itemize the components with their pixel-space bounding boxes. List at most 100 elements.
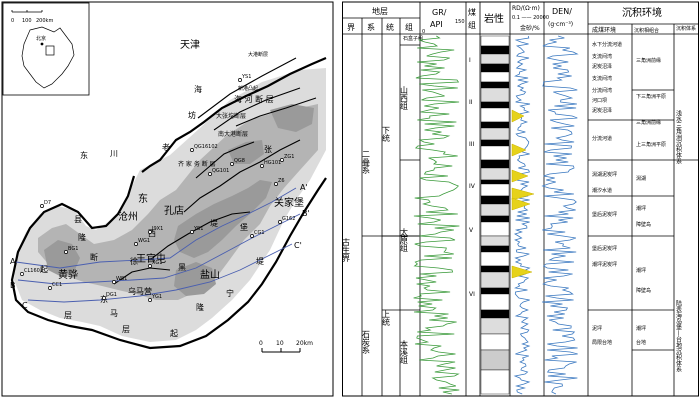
lithology-layer <box>480 317 510 335</box>
well-label: J9X1 <box>151 226 163 232</box>
well-marker <box>230 162 234 166</box>
inset-scale-200: 200km <box>36 18 53 24</box>
lithology-layer <box>480 309 510 319</box>
well-label: BG1 <box>68 246 78 252</box>
column-header: 地层 界 系 统 组 GR/ API 0 150 煤 组 岩性 RD/(Ω·m)… <box>347 5 696 35</box>
den-curve <box>541 35 579 395</box>
label-di-2: 堤 <box>256 256 264 266</box>
rd-peak <box>511 109 525 123</box>
env-system-barrier: 陆表海岛堡—台地沉积体系 <box>675 299 682 372</box>
label-qi-west: 起 <box>40 265 48 274</box>
label-wumaying: 乌马营 <box>128 286 152 296</box>
hdr-rd-range: 0.1 —— 20000 <box>512 15 549 21</box>
hdr-env: 沉积环境 <box>622 6 662 19</box>
lithology-layer <box>480 271 510 289</box>
lithology-layer <box>480 35 510 47</box>
label-tong-upper: 上统 <box>382 310 391 327</box>
well-label: YS1 <box>193 226 203 232</box>
hdr-zu: 组 <box>405 22 413 32</box>
hdr-den-unit: (g·cm⁻³) <box>548 21 573 28</box>
inset-scale-0: 0 <box>11 18 14 24</box>
gr-curve <box>413 35 460 395</box>
well-marker <box>20 272 24 276</box>
section-a: A <box>10 257 16 266</box>
env-coal-6: 泥炭沼泽 <box>592 107 612 114</box>
inset-beijing-dot <box>40 42 44 46</box>
env-facies-0: 三角洲前缘 <box>636 57 661 64</box>
hdr-gr-label: GR/ <box>432 8 447 17</box>
curve-path <box>541 35 579 395</box>
label-xu: 徐 <box>130 256 138 266</box>
lithology-layer <box>480 235 510 247</box>
well-marker <box>148 298 152 302</box>
env-coal-8: 潟湖泥炭坪 <box>592 171 617 178</box>
label-top: 石盒子组 <box>403 35 423 42</box>
well-label: D7 <box>44 200 51 206</box>
rd-peak <box>511 143 527 157</box>
label-lao: 老 <box>162 142 170 152</box>
well-label: G162 <box>282 216 295 222</box>
well-label: CC1 <box>52 282 62 288</box>
hdr-gr-unit: API <box>430 20 443 29</box>
well-label: QG101 <box>212 168 229 174</box>
lithology-layer <box>480 139 510 147</box>
well-marker <box>148 230 152 234</box>
label-xi: 西 <box>148 229 156 238</box>
well-label: WG1 <box>138 238 150 244</box>
env-coal-14: 局限台地 <box>592 339 612 346</box>
fault-boundary-south <box>10 175 327 350</box>
well-marker <box>134 242 138 246</box>
strata-dividers <box>362 44 698 351</box>
env-coal-4: 分流间湾 <box>592 87 612 94</box>
well-label: DG1 <box>106 292 117 298</box>
label-cang: 东 <box>80 150 88 160</box>
strata-labels: 古生界 二叠系 石炭系 下统 上统 山西组 太原组 本溪组 石盒子组 <box>342 35 423 364</box>
env-facies-9: 潮坪 <box>636 325 646 332</box>
lithology-layer <box>480 71 510 83</box>
label-bao: 堡 <box>240 222 248 232</box>
env-coal-10: 堡后泥炭坪 <box>592 211 617 218</box>
lithology-layer <box>480 293 510 311</box>
section-c-prime: C' <box>294 241 302 250</box>
main-scale-bar: 0 10 20km <box>259 340 313 353</box>
env-facies-5: 潮坪 <box>636 205 646 212</box>
coal-group-5: V <box>469 227 474 234</box>
curve-path <box>413 35 460 395</box>
env-coal-11: 堡后泥炭坪 <box>592 245 617 252</box>
curve-path <box>513 35 531 395</box>
label-tong-lower: 下统 <box>382 126 391 143</box>
coal-group-6: VI <box>469 291 475 298</box>
lithology-layer <box>480 287 510 295</box>
label-dong: 东 <box>138 192 148 205</box>
well-marker <box>48 286 52 290</box>
coal-group-1: I <box>469 57 471 64</box>
well-marker <box>40 204 44 208</box>
env-facies-7: 潮坪 <box>636 267 646 274</box>
label-jie: 古生界 <box>342 237 351 263</box>
well-marker <box>260 164 264 168</box>
label-kongdian: 孔店 <box>164 204 184 217</box>
env-coal-0: 水下分流河道 <box>592 41 622 48</box>
lithology-layer <box>480 127 510 141</box>
inset-province-outline <box>21 26 75 89</box>
env-coal-13: 泥坪 <box>592 325 602 332</box>
lithology-layer <box>480 101 510 109</box>
well-label: YS1 <box>241 74 251 80</box>
hdr-den: DEN/ <box>552 7 572 16</box>
header-grid <box>342 2 698 396</box>
lithology-layer <box>480 349 510 371</box>
label-zu-shanxi: 山西组 <box>400 85 409 110</box>
label-xingang: 新港凸起 <box>238 85 258 92</box>
lithology-layer <box>480 87 510 103</box>
section-lines <box>15 187 301 303</box>
well-marker <box>148 264 152 268</box>
well-label: WS1 <box>116 276 127 282</box>
well-marker <box>208 172 212 176</box>
label-xian: 县 <box>74 215 82 224</box>
hdr-gr-max: 150 <box>455 19 465 25</box>
label-ning: 宁 <box>226 288 234 298</box>
hdr-gold: 金砂/% <box>520 24 540 32</box>
section-c: C <box>22 301 28 310</box>
well-marker <box>250 234 254 238</box>
